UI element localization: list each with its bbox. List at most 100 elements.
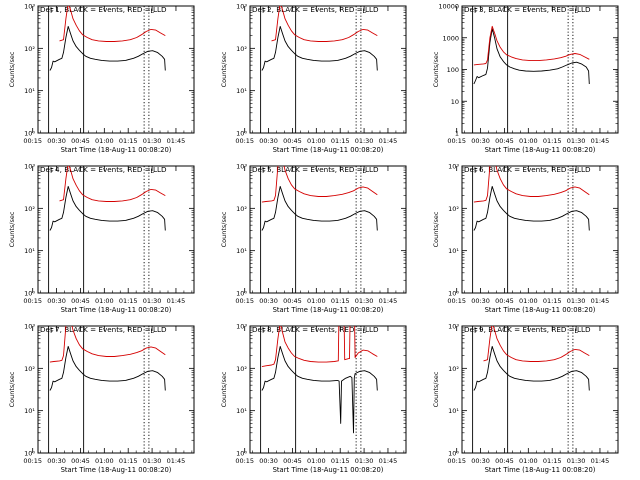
x-tick-label: 00:30 — [471, 137, 490, 145]
y-tick-label: 10⁰ — [448, 290, 459, 298]
series-line-events — [473, 345, 590, 391]
y-tick-label: 10³ — [236, 163, 247, 171]
x-tick-label: 00:45 — [283, 297, 302, 305]
x-axis-label: Start Time (18-Aug-11 00:08:20) — [485, 146, 596, 154]
series-line-lld — [473, 25, 590, 66]
y-tick-label: 10¹ — [236, 87, 247, 95]
x-tick-label: 01:45 — [379, 297, 398, 305]
chart-panel: Det 8, BLACK = Events, RED = LLD 10⁰ 10¹ 10… — [220, 323, 407, 474]
plot-frame — [249, 5, 407, 134]
y-axis-label: Counts/sec — [8, 371, 16, 407]
series-group — [473, 326, 590, 391]
x-tick-label: 00:30 — [47, 297, 66, 305]
x-tick-label: 01:30 — [143, 297, 162, 305]
x-axis-label: Start Time (18-Aug-11 00:08:20) — [273, 306, 384, 314]
x-axis-label: Start Time (18-Aug-11 00:08:20) — [61, 306, 172, 314]
y-tick-label: 10¹ — [24, 407, 35, 415]
plot-frame — [461, 165, 619, 294]
y-tick-label: 1 — [455, 130, 459, 138]
x-tick-label: 00:15 — [235, 297, 254, 305]
y-tick-label: 10² — [236, 365, 247, 373]
marker-label: L — [362, 167, 366, 175]
marker-label: F — [50, 167, 54, 175]
marker-label: F — [474, 167, 478, 175]
y-tick-label: 10⁰ — [24, 450, 35, 458]
y-tick-label: 10¹ — [24, 247, 35, 255]
x-tick-label: 01:00 — [95, 137, 114, 145]
marker-label: L — [150, 7, 154, 15]
series-group — [261, 166, 378, 231]
chart-panel: Det 3, BLACK = Events, RED = LLD 1 10 100 10… — [432, 3, 619, 154]
y-tick-label: 10² — [24, 205, 35, 213]
x-tick-label: 00:45 — [495, 137, 514, 145]
x-tick-label: 00:30 — [471, 297, 490, 305]
x-axis-label: Start Time (18-Aug-11 00:08:20) — [273, 466, 384, 474]
y-tick-label: 10³ — [448, 323, 459, 331]
x-tick-label: 01:30 — [355, 297, 374, 305]
x-tick-label: 01:15 — [331, 297, 350, 305]
plot-frame — [461, 5, 619, 134]
x-tick-label: 01:45 — [167, 457, 186, 465]
chart-title: Det 8, BLACK = Events, RED = LLD — [252, 325, 379, 334]
x-tick-label: 01:30 — [567, 137, 586, 145]
y-tick-label: 10¹ — [236, 247, 247, 255]
x-tick-label: 01:45 — [167, 137, 186, 145]
x-tick-label: 01:45 — [167, 297, 186, 305]
marker-label: L — [574, 7, 578, 15]
x-tick-label: 01:00 — [519, 297, 538, 305]
chart-panel: Det 2, BLACK = Events, RED = LLD 10⁰ 10¹ 10… — [220, 3, 407, 154]
y-axis-label: Counts/sec — [220, 51, 228, 87]
x-tick-label: 00:45 — [283, 137, 302, 145]
x-tick-label: 01:30 — [567, 457, 586, 465]
x-tick-label: 00:15 — [447, 457, 466, 465]
marker-label: L — [362, 327, 366, 335]
x-tick-label: 00:15 — [235, 457, 254, 465]
x-tick-label: 01:45 — [591, 457, 610, 465]
y-tick-label: 10⁰ — [236, 450, 247, 458]
x-tick-label: 00:30 — [471, 457, 490, 465]
series-line-lld — [261, 166, 378, 203]
x-tick-label: 01:45 — [591, 297, 610, 305]
marker-label: L — [362, 7, 366, 15]
x-axis-label: Start Time (18-Aug-11 00:08:20) — [61, 146, 172, 154]
y-tick-label: 10² — [448, 205, 459, 213]
x-axis-label: Start Time (18-Aug-11 00:08:20) — [273, 146, 384, 154]
series-line-lld — [49, 326, 166, 363]
y-tick-label: 10³ — [236, 3, 247, 11]
y-tick-label: 10⁰ — [24, 130, 35, 138]
marker-label: F — [262, 7, 266, 15]
series-line-lld — [473, 166, 590, 203]
x-tick-label: 00:30 — [259, 297, 278, 305]
chart-title: Det 9, BLACK = Events, RED = LLD — [464, 325, 591, 334]
y-tick-label: 10³ — [24, 163, 35, 171]
y-tick-label: 10² — [448, 365, 459, 373]
x-tick-label: 01:00 — [307, 297, 326, 305]
marker-label: F — [50, 327, 54, 335]
y-tick-label: 10¹ — [236, 407, 247, 415]
x-tick-label: 01:15 — [119, 457, 138, 465]
y-tick-label: 1000 — [442, 34, 459, 42]
x-tick-label: 01:45 — [379, 137, 398, 145]
series-line-events — [49, 185, 166, 231]
y-axis-label: Counts/sec — [432, 51, 440, 87]
x-tick-label: 01:00 — [95, 457, 114, 465]
marker-label: L — [574, 327, 578, 335]
x-tick-label: 01:15 — [543, 457, 562, 465]
x-tick-label: 00:30 — [259, 137, 278, 145]
series-group — [49, 166, 166, 231]
series-group — [261, 326, 378, 434]
chart-title: Det 2, BLACK = Events, RED = LLD — [252, 5, 379, 14]
x-tick-label: 01:00 — [519, 137, 538, 145]
marker-label: L — [574, 167, 578, 175]
x-tick-label: 00:45 — [283, 457, 302, 465]
y-tick-label: 10² — [24, 365, 35, 373]
x-tick-label: 01:15 — [331, 137, 350, 145]
x-tick-label: 00:15 — [447, 297, 466, 305]
plot-frame — [37, 5, 195, 134]
y-tick-label: 10⁰ — [448, 450, 459, 458]
x-tick-label: 00:15 — [23, 297, 42, 305]
marker-label: F — [474, 327, 478, 335]
x-tick-label: 00:45 — [495, 457, 514, 465]
x-tick-label: 00:15 — [23, 457, 42, 465]
